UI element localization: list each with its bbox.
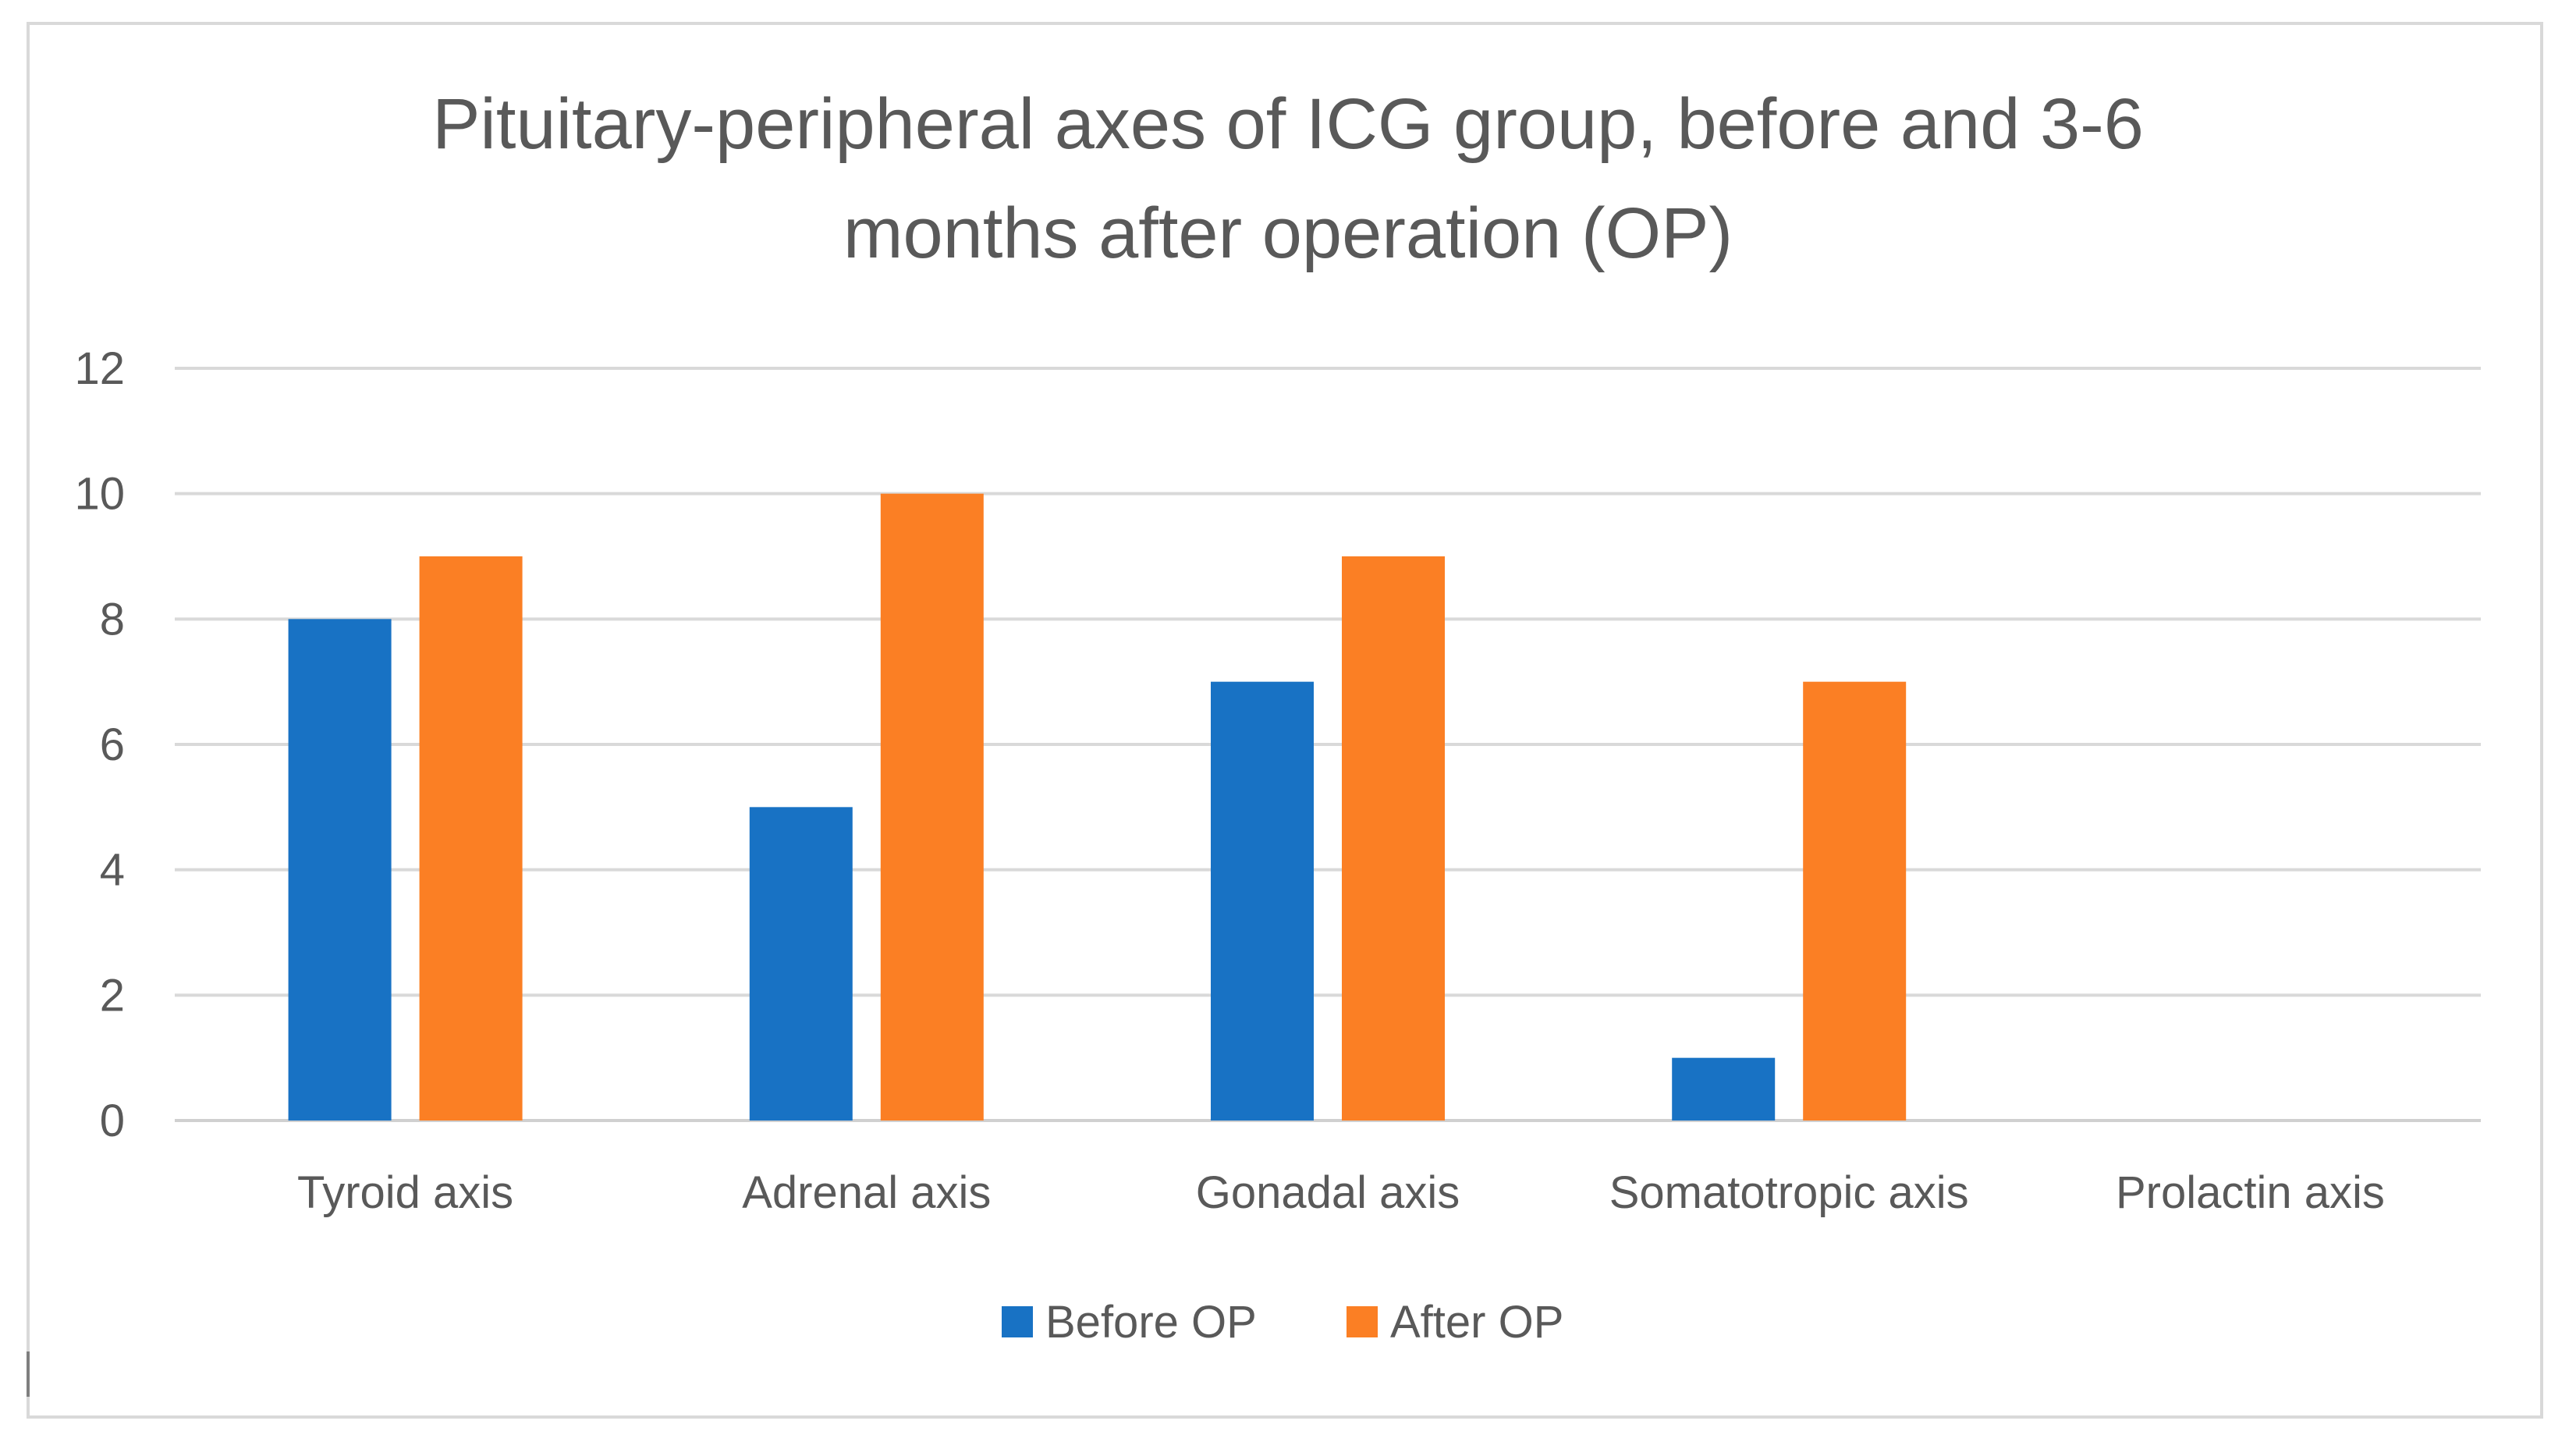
category-label: Adrenal axis [742,1167,991,1218]
legend-label: Before OP [1045,1297,1257,1348]
chart-title-line-2: months after operation (OP) [843,194,1733,273]
bar-before-op [288,619,392,1121]
legend-swatch [1002,1306,1033,1337]
bar-after-op [419,556,523,1121]
bar-before-op [749,807,853,1121]
y-tick-label: 4 [100,845,125,896]
bar-before-op [1211,681,1314,1121]
category-label: Tyroid axis [297,1167,513,1218]
bar-after-op [1803,681,1907,1121]
y-tick-label: 2 [100,970,125,1021]
bar-before-op [1672,1057,1776,1121]
bar-after-op [1342,556,1445,1121]
y-tick-label: 10 [74,469,125,520]
category-label: Gonadal axis [1196,1167,1460,1218]
y-tick-label: 6 [100,719,125,770]
text-cursor [27,1351,30,1397]
chart-title-line-1: Pituitary-peripheral axes of ICG group, … [432,84,2144,164]
bar-after-op [880,493,984,1121]
legend-swatch [1347,1306,1378,1337]
y-tick-label: 0 [100,1096,125,1146]
category-label: Somatotropic axis [1609,1167,1969,1218]
y-tick-label: 8 [100,594,125,645]
y-tick-label: 12 [74,343,125,394]
legend-label: After OP [1390,1297,1563,1348]
category-label: Prolactin axis [2116,1167,2385,1218]
